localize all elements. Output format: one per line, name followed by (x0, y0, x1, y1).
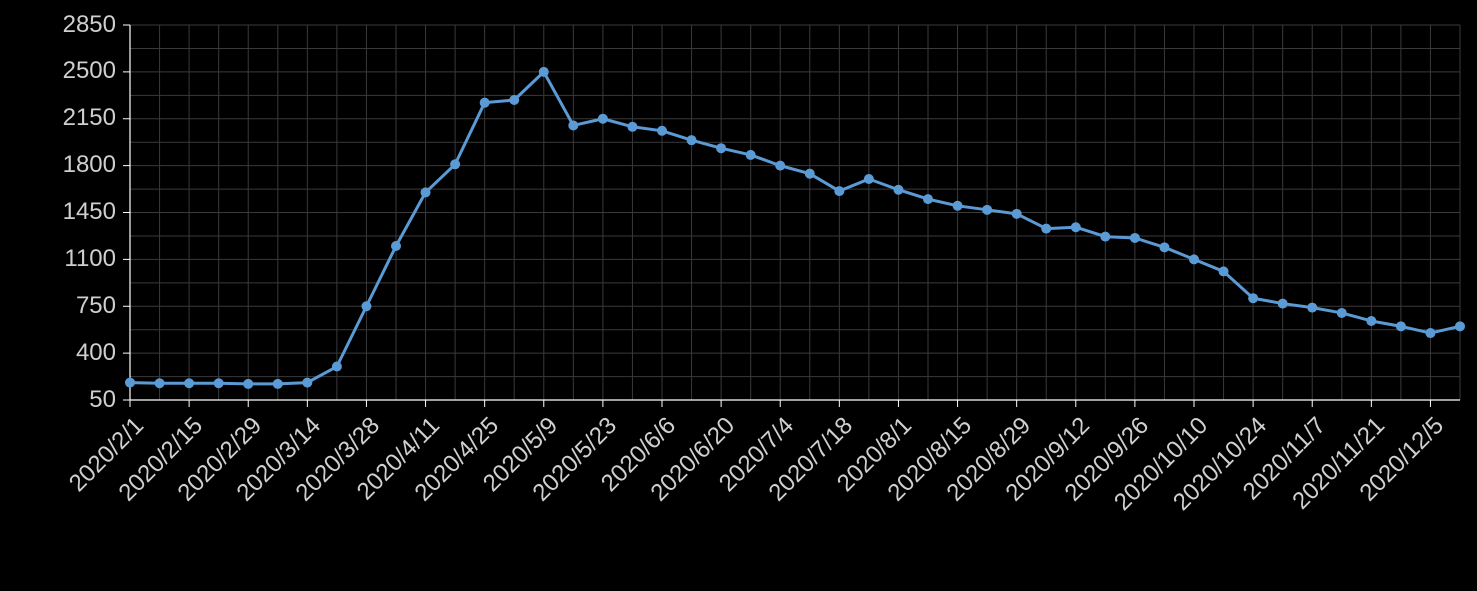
data-point (598, 114, 608, 124)
data-point (214, 378, 224, 388)
data-point (1455, 321, 1465, 331)
data-point (775, 161, 785, 171)
data-point (1219, 266, 1229, 276)
y-tick-label: 2850 (0, 11, 116, 39)
data-point (1100, 232, 1110, 242)
data-point (1130, 233, 1140, 243)
y-tick-label: 750 (0, 292, 116, 320)
data-point (923, 194, 933, 204)
data-point (391, 241, 401, 251)
data-point (1337, 308, 1347, 318)
y-tick-label: 1100 (0, 245, 116, 273)
data-point (687, 135, 697, 145)
data-point (893, 185, 903, 195)
line-chart: 504007501100145018002150250028502020/2/1… (0, 0, 1477, 591)
data-point (125, 378, 135, 388)
data-point (1071, 222, 1081, 232)
data-point (1248, 293, 1258, 303)
data-point (864, 174, 874, 184)
y-tick-label: 2500 (0, 57, 116, 85)
data-point (243, 379, 253, 389)
data-point (1307, 303, 1317, 313)
data-point (1278, 299, 1288, 309)
data-point (627, 122, 637, 132)
data-point (155, 378, 165, 388)
data-point (539, 67, 549, 77)
data-point (982, 205, 992, 215)
data-point (302, 378, 312, 388)
y-tick-label: 1800 (0, 151, 116, 179)
data-point (1012, 209, 1022, 219)
y-tick-label: 1450 (0, 198, 116, 226)
data-point (716, 143, 726, 153)
y-tick-label: 50 (0, 386, 116, 414)
data-point (746, 150, 756, 160)
data-point (1366, 316, 1376, 326)
data-point (450, 159, 460, 169)
data-point (568, 120, 578, 130)
data-point (1189, 254, 1199, 264)
data-point (509, 95, 519, 105)
data-point (421, 187, 431, 197)
data-point (657, 126, 667, 136)
data-point (332, 362, 342, 372)
data-point (273, 379, 283, 389)
data-point (834, 186, 844, 196)
data-point (1396, 321, 1406, 331)
data-point (1041, 224, 1051, 234)
data-point (953, 201, 963, 211)
y-tick-label: 2150 (0, 104, 116, 132)
data-point (1425, 328, 1435, 338)
data-point (184, 378, 194, 388)
data-point (1159, 242, 1169, 252)
data-point (805, 169, 815, 179)
y-tick-label: 400 (0, 339, 116, 367)
data-point (480, 98, 490, 108)
data-point (361, 301, 371, 311)
